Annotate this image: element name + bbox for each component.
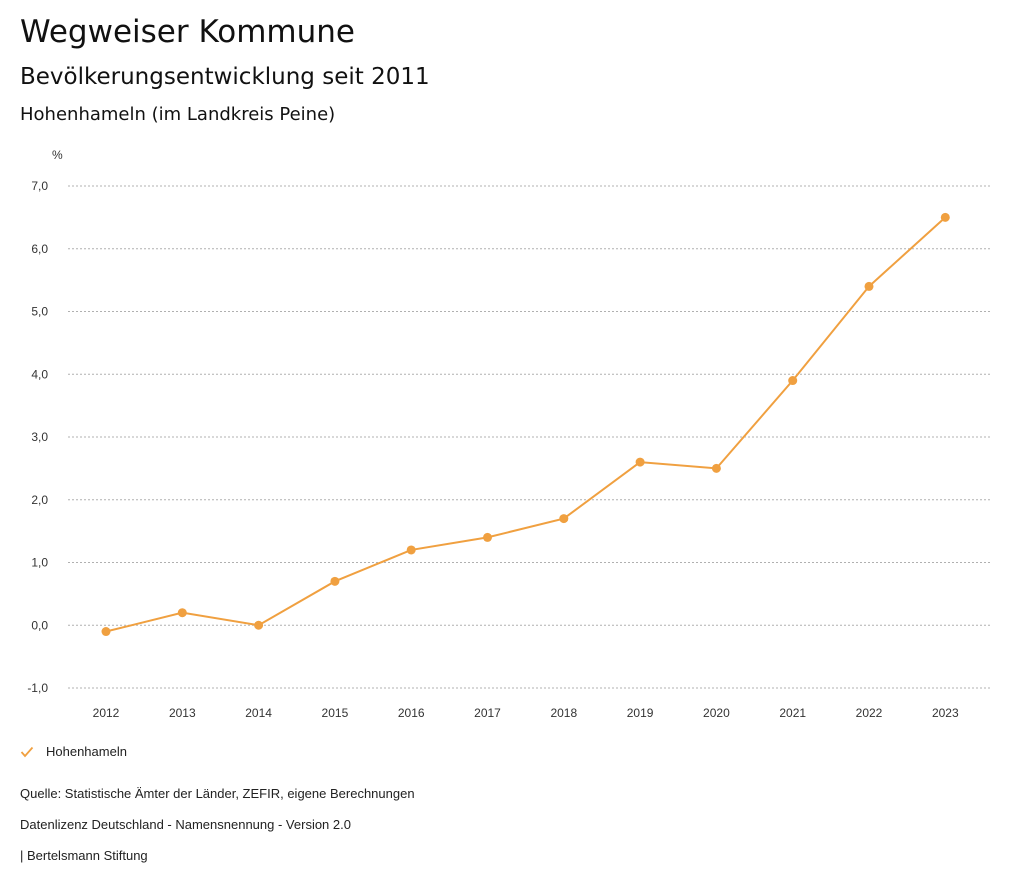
series-line-hohenhameln	[105, 216, 946, 633]
data-point[interactable]	[711, 463, 721, 473]
x-tick-label: 2022	[856, 706, 883, 720]
source-note: Quelle: Statistische Ämter der Länder, Z…	[20, 786, 415, 801]
y-axis-ticks: -1,0 0,0 1,0 2,0 3,0 4,0 5,0 6,0 7,0	[27, 179, 48, 695]
data-point[interactable]	[254, 620, 264, 630]
data-point[interactable]	[788, 376, 798, 386]
x-tick-label: 2018	[550, 706, 577, 720]
chart-subtitle: Bevölkerungsentwicklung seit 2011	[20, 64, 430, 90]
y-tick-label: 3,0	[31, 430, 48, 444]
x-tick-label: 2015	[322, 706, 349, 720]
y-axis-unit-label: %	[52, 148, 63, 162]
x-axis-ticks: 2012 2013 2014 2015 2016 2017 2018 2019 2020 2021…	[93, 706, 959, 720]
x-tick-label: 2013	[169, 706, 196, 720]
data-point[interactable]	[483, 532, 492, 542]
y-tick-label: 7,0	[31, 179, 48, 193]
x-tick-label: 2019	[627, 706, 654, 720]
x-tick-label: 2023	[932, 706, 959, 720]
brand-note: | Bertelsmann Stiftung	[20, 848, 148, 863]
line-chart: % -1,00,01,02,03,04,05,06,07,0 2012 2013 2…	[27, 148, 990, 720]
x-tick-label: 2014	[245, 706, 272, 720]
gridlines	[68, 185, 990, 689]
checkmark-icon	[20, 746, 34, 757]
y-tick-label: -1,0	[27, 681, 48, 695]
y-tick-label: 1,0	[31, 556, 48, 570]
page-title: Wegweiser Kommune	[20, 14, 355, 50]
data-point[interactable]	[177, 608, 187, 618]
y-tick-label: 6,0	[31, 242, 48, 256]
data-point[interactable]	[864, 281, 874, 291]
data-point[interactable]	[330, 576, 340, 586]
license-note: Datenlizenz Deutschland - Namensnennung …	[20, 817, 351, 832]
data-point[interactable]	[635, 457, 645, 467]
x-tick-label: 2020	[703, 706, 730, 720]
data-point[interactable]	[101, 627, 111, 637]
legend-label: Hohenhameln	[46, 744, 127, 759]
y-tick-label: 2,0	[31, 493, 48, 507]
y-tick-label: 5,0	[31, 305, 48, 319]
x-tick-label: 2016	[398, 706, 425, 720]
series-points	[101, 212, 950, 637]
data-point[interactable]	[406, 545, 416, 555]
x-tick-label: 2017	[474, 706, 501, 720]
region-label: Hohenhameln (im Landkreis Peine)	[20, 104, 336, 125]
legend-item-hohenhameln[interactable]: Hohenhameln	[20, 744, 127, 759]
data-point[interactable]	[940, 212, 950, 222]
y-tick-label: 0,0	[31, 618, 48, 632]
data-point[interactable]	[559, 514, 569, 524]
y-tick-label: 4,0	[31, 367, 48, 381]
x-tick-label: 2012	[93, 706, 120, 720]
x-tick-label: 2021	[779, 706, 806, 720]
